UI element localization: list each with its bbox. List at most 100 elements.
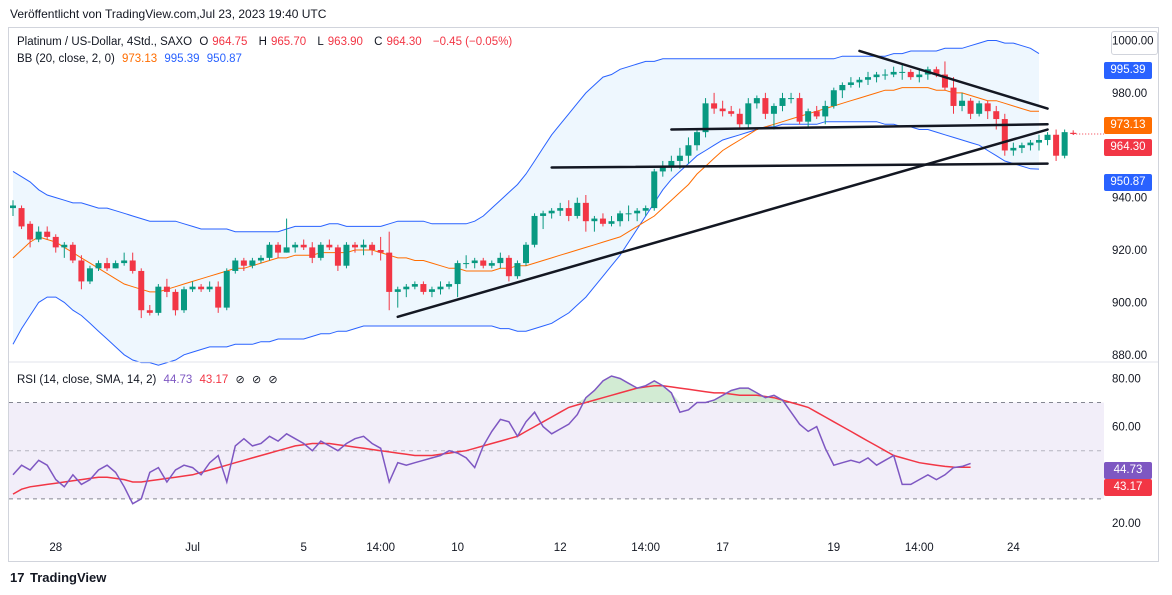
candle [86,265,93,285]
candle-body [326,244,333,248]
rsi-sma-value: 43.17 [199,374,229,386]
candle [659,160,666,177]
time-tick-label: 14:00 [631,542,660,554]
candle-body [377,250,384,253]
time-tick-label: Jul [185,542,200,554]
candle [941,61,948,91]
candle [52,234,59,253]
candle [599,213,606,227]
trendline-ascending-support [396,128,1049,319]
candle [694,129,700,151]
candle [61,242,68,258]
candle [523,242,529,266]
rsi-price-box: 44.73 [1104,462,1152,479]
eye-icon[interactable]: ⊘ [268,374,278,386]
candle [916,69,923,83]
candle-body [309,247,316,258]
candle-body [565,208,572,216]
candle-body [531,215,538,245]
candle-body [146,310,153,313]
tradingview-brand[interactable]: 17 TradingView [10,570,106,585]
candle-body [360,244,367,248]
candle [882,69,889,80]
candle [386,231,393,311]
candle [813,105,820,120]
candle-body [805,111,812,122]
candle [411,281,418,290]
candle-body [762,98,769,114]
candle [608,215,615,227]
candle [1044,132,1051,146]
candle [78,255,85,290]
candle [565,200,572,222]
candle [770,103,777,130]
candle-body [813,111,820,117]
candle [625,205,632,222]
candle [369,242,376,256]
eye-icon[interactable]: ⊘ [251,374,262,386]
candle-body [941,74,948,88]
candle [497,252,504,269]
candle [27,221,34,248]
candle [702,98,709,138]
bb-label: BB (20, close, 2, 0) [17,53,115,65]
candle [582,195,589,232]
candle-body [206,286,213,290]
candle-body [352,244,358,248]
candle-body [548,210,555,214]
trendline-descending-resistance [858,49,1049,110]
candle [18,205,25,230]
scale-toggle-button[interactable] [1111,31,1158,55]
close-label: C [374,36,383,48]
candle [890,66,897,78]
candle [1001,113,1008,156]
candle [753,95,760,109]
price-tick-label: 980.00 [1112,88,1147,100]
candle [309,242,316,264]
candle [865,71,871,85]
candle-body [300,244,307,248]
symbol-label: Platinum / US-Dollar, 4Std., SAXO [17,36,193,48]
rsi-tick-label: 80.00 [1112,373,1141,385]
candle [232,257,239,274]
price-tick-label: 900.00 [1112,297,1147,309]
candle-body [540,213,547,216]
bb-legend: BB (20, close, 2, 0) 973.13 995.39 950.8… [17,53,246,65]
candle [548,208,555,219]
candle [505,255,512,282]
candle-body [420,284,427,292]
high-label: H [258,36,267,48]
candle-body [1053,134,1060,156]
candle-body [1061,132,1068,156]
candle-body [138,270,145,311]
price-tick-label: 880.00 [1112,350,1147,362]
candle [104,257,111,271]
candle-body [129,260,136,271]
time-tick-label: 28 [49,542,62,554]
candle-body [181,289,187,311]
candle-body [796,98,803,122]
candle-body [753,98,760,104]
candle-body [1070,132,1077,134]
candle [779,92,786,112]
candle-body [599,218,606,224]
open-value: 964.75 [212,36,248,48]
candle-body [27,223,34,240]
change-value: −0.45 (−0.05%) [432,36,513,48]
chart-frame [8,27,1159,562]
candle-body [770,105,777,114]
bb-upper-price-box: 995.39 [1104,62,1152,79]
candle-body [471,260,478,264]
candle [69,242,76,264]
time-tick-label: 5 [300,542,306,554]
candle [292,242,299,253]
time-tick-label: 12 [554,542,567,554]
candle-body [44,231,51,237]
eye-icon[interactable]: ⊘ [235,374,245,386]
rsi-line [12,375,971,505]
candle [394,286,401,308]
candle [223,268,230,311]
candle-body [249,260,256,266]
candle [1053,129,1060,161]
